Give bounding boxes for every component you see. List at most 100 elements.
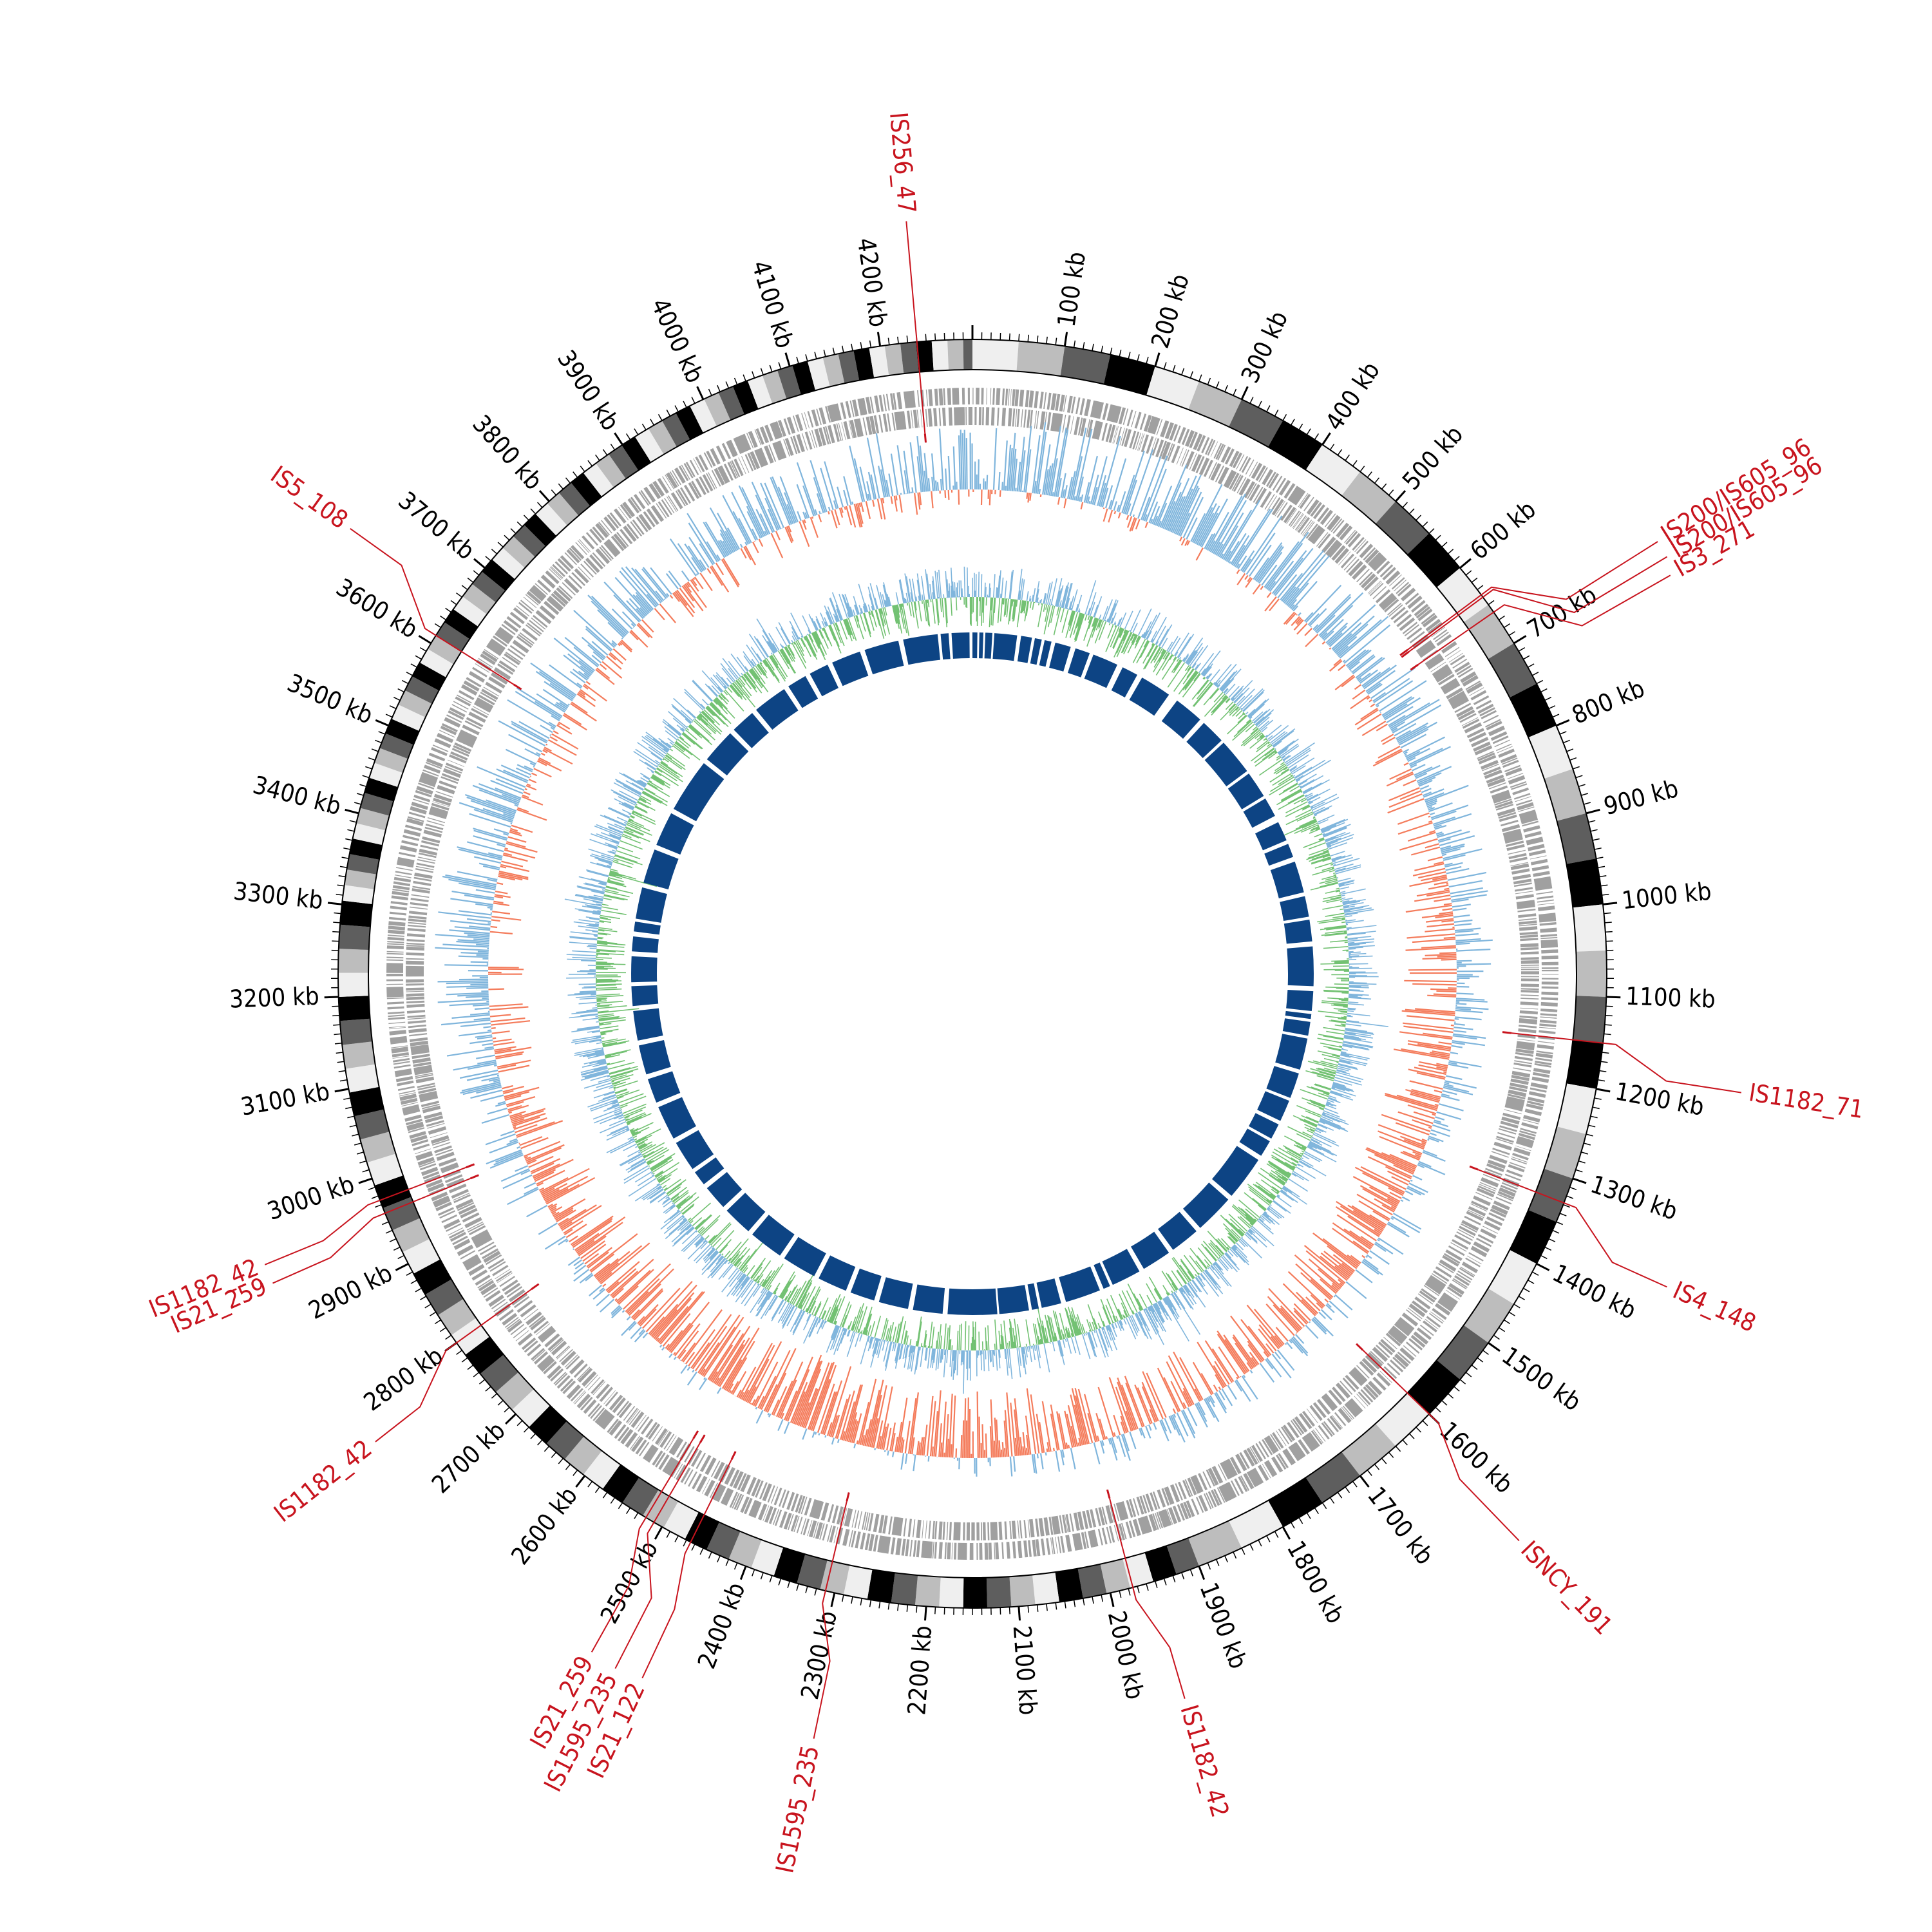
gc-content-bar bbox=[1343, 1041, 1374, 1048]
gene-forward bbox=[388, 921, 406, 927]
gene-forward bbox=[399, 1092, 416, 1097]
gc-skew-bar bbox=[1356, 1193, 1393, 1216]
gene-forward bbox=[895, 1538, 902, 1555]
gene-forward bbox=[748, 431, 758, 448]
gene-forward bbox=[427, 1182, 444, 1193]
gc-content-bar bbox=[1108, 623, 1111, 626]
gc-skew-bar bbox=[886, 1427, 892, 1451]
gc-content-bar bbox=[1225, 697, 1230, 703]
gc-skew-bar bbox=[1242, 1374, 1246, 1378]
gene-reverse bbox=[1276, 502, 1288, 518]
gc-skew-bar bbox=[889, 1422, 896, 1452]
gc-skew-bar bbox=[507, 836, 527, 843]
gene-forward bbox=[972, 387, 974, 404]
gc-content-bar bbox=[1215, 679, 1221, 687]
gene-forward bbox=[1392, 1356, 1406, 1370]
gc-content-bar bbox=[1338, 1010, 1348, 1012]
gene-reverse bbox=[483, 687, 500, 697]
gc-skew-bar bbox=[823, 1380, 843, 1435]
gc-skew-bar bbox=[1406, 1187, 1422, 1196]
gene-forward bbox=[1446, 650, 1461, 660]
gene-reverse bbox=[592, 1381, 606, 1396]
gene-forward bbox=[1084, 399, 1091, 417]
gene-reverse bbox=[1253, 486, 1264, 503]
gene-reverse bbox=[1280, 504, 1293, 521]
gc-skew-bar bbox=[632, 627, 634, 629]
gc-content-bar bbox=[1308, 842, 1326, 850]
gene-reverse bbox=[472, 706, 489, 715]
gene-reverse bbox=[894, 411, 907, 431]
gc-content-bar bbox=[1336, 1072, 1364, 1081]
gc-content-bar bbox=[1348, 1001, 1359, 1003]
gc-skew-bar bbox=[493, 902, 510, 907]
gene-forward bbox=[1540, 1013, 1557, 1017]
gc-skew-bar bbox=[1405, 1009, 1455, 1015]
scale-tick bbox=[1073, 1600, 1076, 1607]
gc-content-bar bbox=[1318, 837, 1324, 840]
gene-forward bbox=[1434, 631, 1449, 643]
gc-skew-bar bbox=[1435, 831, 1443, 835]
scale-tick bbox=[1594, 848, 1602, 850]
gene-reverse bbox=[982, 407, 984, 426]
scale-tick bbox=[1499, 615, 1506, 621]
gc-skew-bar bbox=[1101, 1440, 1104, 1446]
gc-content-bar bbox=[1274, 1170, 1289, 1180]
gene-forward bbox=[689, 459, 699, 475]
gene-forward bbox=[1509, 1162, 1526, 1169]
gc-skew-bar bbox=[1412, 1175, 1423, 1180]
scale-tick bbox=[1408, 1433, 1415, 1439]
gc-content-bar bbox=[1309, 853, 1331, 862]
gene-reverse bbox=[638, 1416, 650, 1432]
gc-skew-bar bbox=[504, 1091, 530, 1099]
gc-skew-bar bbox=[542, 750, 548, 753]
gc-skew-bar bbox=[1450, 1052, 1459, 1055]
gc-skew-bar bbox=[574, 1233, 600, 1251]
gene-reverse bbox=[1119, 428, 1125, 446]
gene-forward bbox=[1433, 629, 1448, 640]
gene-forward bbox=[1213, 1488, 1222, 1505]
gc-skew-bar bbox=[940, 478, 943, 491]
gene-reverse bbox=[406, 1010, 426, 1014]
gc-skew-bar bbox=[536, 1170, 565, 1185]
ideogram-band bbox=[648, 421, 677, 455]
gc-content-bar bbox=[1301, 1115, 1319, 1124]
gc-skew-bar bbox=[1413, 1111, 1435, 1119]
gene-forward bbox=[1394, 580, 1407, 592]
gc-skew-bar bbox=[880, 469, 887, 498]
gc-skew-bar bbox=[1251, 1357, 1258, 1366]
gc-content-bar bbox=[1343, 1016, 1347, 1018]
gene-reverse bbox=[1367, 1352, 1383, 1367]
gc-skew-bar bbox=[1453, 1030, 1467, 1033]
scale-tick-label: 3400 kb bbox=[250, 770, 344, 820]
gc-content-bar bbox=[1342, 900, 1356, 904]
gc-skew-bar bbox=[748, 1341, 782, 1404]
gc-skew-bar bbox=[591, 596, 629, 634]
scale-tick bbox=[371, 748, 379, 752]
scale-tick-label: 3300 kb bbox=[232, 876, 324, 914]
gc-skew-bar bbox=[1236, 1376, 1238, 1379]
gc-skew-bar bbox=[549, 736, 558, 742]
scale-tick bbox=[614, 432, 623, 446]
gc-skew-bar bbox=[668, 1302, 710, 1352]
gc-skew-bar bbox=[487, 906, 493, 909]
gc-skew-bar bbox=[559, 701, 569, 709]
gene-forward bbox=[1488, 1212, 1505, 1222]
gc-skew-bar bbox=[1117, 512, 1121, 519]
gc-skew-bar bbox=[784, 526, 793, 544]
scale-tick bbox=[393, 1246, 401, 1251]
gc-skew-bar bbox=[1418, 1160, 1432, 1168]
scale-tick bbox=[1155, 1580, 1158, 1589]
gene-forward bbox=[890, 393, 895, 410]
gc-content-bar bbox=[1348, 947, 1363, 949]
gc-content-bar bbox=[1184, 672, 1199, 691]
gc-skew-bar bbox=[649, 1303, 679, 1336]
gene-reverse bbox=[1164, 1486, 1175, 1505]
gc-skew-bar bbox=[1013, 1456, 1016, 1472]
gc-content-bar bbox=[1004, 580, 1007, 599]
scale-tick bbox=[1540, 688, 1548, 693]
gene-reverse bbox=[1519, 923, 1537, 927]
gene-forward bbox=[402, 1104, 421, 1116]
gene-reverse bbox=[1471, 1200, 1489, 1211]
gene-reverse bbox=[1482, 1173, 1501, 1182]
gene-reverse bbox=[744, 454, 753, 471]
